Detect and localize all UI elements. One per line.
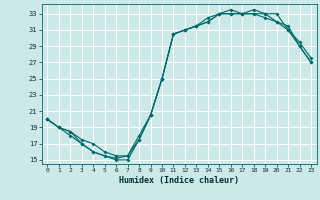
X-axis label: Humidex (Indice chaleur): Humidex (Indice chaleur) — [119, 176, 239, 185]
